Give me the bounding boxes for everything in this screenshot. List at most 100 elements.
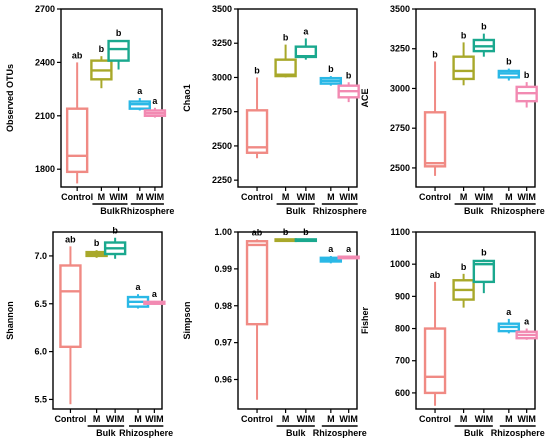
y-tick-label: 1.00 — [214, 227, 232, 237]
x-tick-label: WIM — [475, 192, 494, 202]
box-4: b — [515, 70, 538, 108]
significance-label: b — [112, 226, 118, 236]
x-tick-label: WIM — [297, 414, 316, 424]
x-tick-label: WIM — [146, 192, 165, 202]
x-tick-label: WIM — [517, 192, 536, 202]
box-4: b — [337, 70, 360, 103]
x-tick-label: WIM — [106, 414, 125, 424]
significance-label: b — [524, 70, 530, 80]
group-label: Bulk — [286, 428, 306, 438]
y-tick-label: 6.5 — [34, 299, 47, 309]
box-0: b — [245, 65, 269, 159]
box-4: a — [143, 96, 167, 118]
plot-frame — [60, 8, 163, 188]
box-iqr — [65, 107, 89, 174]
box-0: ab — [245, 227, 269, 400]
x-tick-label: Control — [241, 414, 273, 424]
x-tick-label: Control — [419, 414, 451, 424]
significance-label: b — [506, 57, 512, 67]
x-tick-label: WIM — [145, 414, 164, 424]
box-iqr — [274, 58, 297, 78]
y-tick-label: 2400 — [35, 57, 55, 67]
box-4: a — [337, 244, 360, 260]
box-iqr — [423, 327, 447, 395]
x-tick-label: WIM — [297, 192, 316, 202]
box-3: a — [128, 86, 151, 111]
panel-2: 2500 2750 3000 3250 3500 ACE b Control b Mb WIM b Mb… — [360, 4, 545, 216]
significance-label: b — [116, 28, 122, 38]
significance-label: a — [346, 244, 352, 254]
box-0: ab — [65, 50, 89, 184]
box-1: b — [274, 227, 297, 243]
significance-label: b — [283, 227, 289, 237]
box-2: b — [472, 22, 496, 57]
y-tick-label: 1800 — [35, 164, 55, 174]
y-axis-label: ACE — [360, 88, 370, 107]
y-axis-label: Simpson — [182, 301, 192, 339]
box-iqr — [245, 240, 269, 326]
box-3: a — [497, 307, 521, 334]
y-tick-label: 2700 — [35, 4, 55, 14]
group-label: Rhizosphere — [313, 428, 367, 438]
x-tick-label: M — [134, 414, 142, 424]
box-0: ab — [59, 234, 82, 405]
significance-label: a — [152, 289, 158, 299]
significance-label: a — [303, 26, 309, 36]
y-tick-label: 1100 — [390, 227, 410, 237]
group-label: Bulk — [96, 428, 116, 438]
significance-label: a — [506, 307, 512, 317]
y-axis-label: Shannon — [5, 301, 15, 340]
y-tick-label: 700 — [395, 356, 410, 366]
group-label: Rhizosphere — [491, 428, 545, 438]
x-tick-label: M — [505, 414, 513, 424]
significance-label: b — [461, 262, 467, 272]
box-iqr — [452, 55, 475, 81]
y-tick-label: 2100 — [35, 111, 55, 121]
significance-label: b — [99, 44, 105, 54]
y-tick-label: 600 — [395, 388, 410, 398]
y-tick-label: 2500 — [390, 163, 410, 173]
panel-1: 2250 2500 2750 3000 3250 3500 Chao1 b Control b Ma… — [182, 4, 367, 216]
box-iqr — [59, 264, 82, 349]
box-iqr — [423, 111, 447, 168]
group-label: Bulk — [464, 206, 484, 216]
significance-label: a — [137, 86, 143, 96]
y-tick-label: 2250 — [212, 175, 232, 185]
panel-3: 5.5 6.0 6.5 7.0 Shannon ab Control b Mb WIM a Ma WIM… — [5, 226, 173, 438]
x-tick-label: M — [136, 192, 144, 202]
box-1: b — [274, 33, 297, 78]
box-2: a — [294, 26, 318, 60]
x-tick-label: M — [93, 414, 101, 424]
x-tick-label: M — [327, 414, 335, 424]
box-3: b — [497, 57, 521, 81]
significance-label: b — [94, 238, 100, 248]
significance-label: b — [328, 64, 334, 74]
group-label: Bulk — [464, 428, 484, 438]
group-label: Rhizosphere — [313, 206, 367, 216]
group-label: Rhizosphere — [120, 206, 174, 216]
y-tick-label: 6.0 — [34, 347, 47, 357]
y-tick-label: 0.97 — [214, 338, 232, 348]
box-2: b — [294, 227, 318, 243]
y-tick-label: 3250 — [212, 38, 232, 48]
y-tick-label: 0.98 — [214, 301, 232, 311]
y-tick-label: 900 — [395, 291, 410, 301]
y-tick-label: 2750 — [212, 107, 232, 117]
significance-label: ab — [252, 227, 263, 237]
box-2: b — [107, 28, 130, 70]
box-1: b — [452, 262, 475, 308]
box-4: a — [143, 289, 166, 305]
x-tick-label: Control — [61, 192, 93, 202]
y-tick-label: 0.99 — [214, 264, 232, 274]
x-tick-label: WIM — [475, 414, 494, 424]
y-tick-label: 0.96 — [214, 375, 232, 385]
y-tick-label: 7.0 — [34, 251, 47, 261]
y-axis-label: Observed OTUs — [5, 64, 15, 132]
plot-frame — [415, 231, 536, 410]
y-tick-label: 2750 — [390, 123, 410, 133]
significance-label: a — [152, 96, 158, 106]
significance-label: b — [283, 33, 289, 43]
group-label: Rhizosphere — [119, 428, 173, 438]
significance-label: b — [254, 65, 260, 75]
